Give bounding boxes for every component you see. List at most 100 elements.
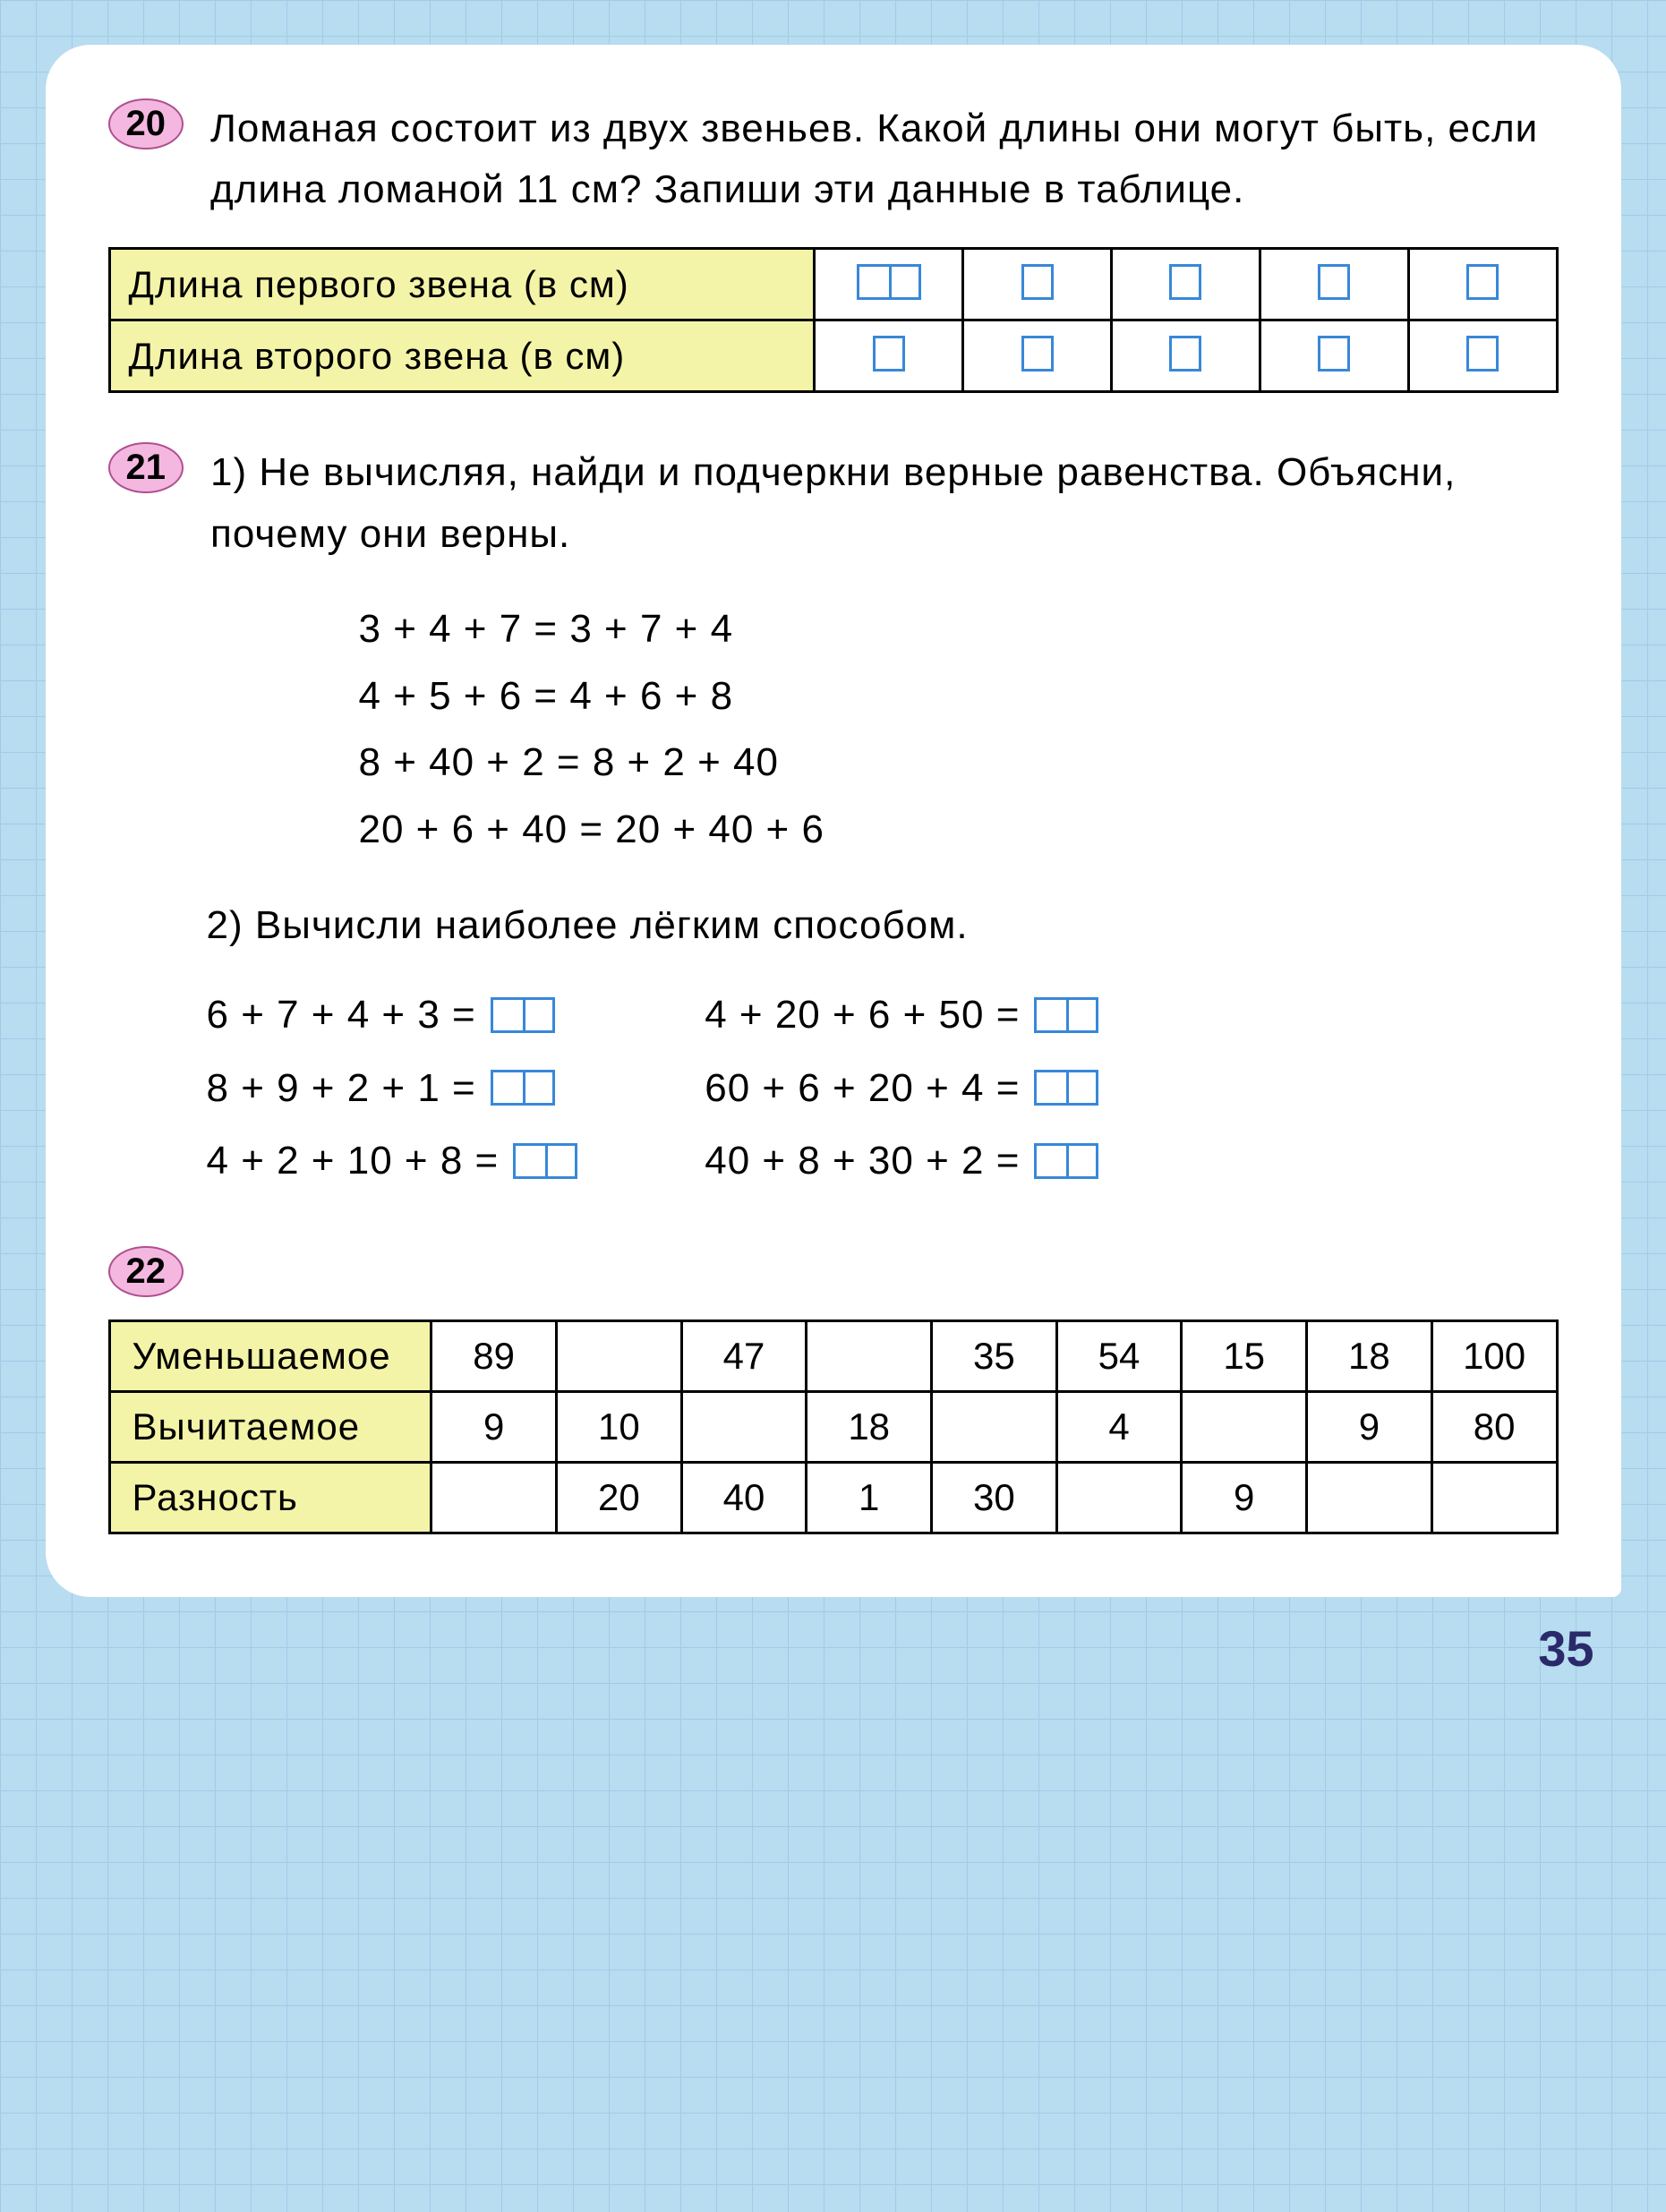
table-row: Уменьшаемое 89 47 35 54 15 18 100	[109, 1321, 1557, 1392]
answer-box-1digit[interactable]	[1021, 336, 1054, 372]
exercise-header: 22	[108, 1246, 1559, 1297]
calc-column-right: 4 + 20 + 6 + 50 = 60 + 6 + 20 + 4 = 40 +…	[705, 978, 1100, 1197]
subtraction-table: Уменьшаемое 89 47 35 54 15 18 100 Вычита…	[108, 1320, 1559, 1534]
table-cell[interactable]: 4	[1056, 1392, 1182, 1463]
calc-column-left: 6 + 7 + 4 + 3 = 8 + 9 + 2 + 1 = 4 + 2 + …	[207, 978, 580, 1197]
exercise-header: 20 Ломаная состоит из двух звеньев. Како…	[108, 98, 1559, 220]
exercise-21: 21 1) Не вычисляя, найди и подчеркни вер…	[108, 442, 1559, 1197]
answer-box-2digit[interactable]	[857, 264, 921, 300]
answer-cell[interactable]	[1408, 249, 1557, 320]
table-row: Длина второго звена (в см)	[109, 320, 1557, 392]
answer-cell[interactable]	[1408, 320, 1557, 392]
table-lengths: Длина первого звена (в см) Длина второго…	[108, 247, 1559, 393]
answer-box-1digit[interactable]	[1318, 264, 1350, 300]
calc-expr: 6 + 7 + 4 + 3 =	[207, 978, 476, 1051]
answer-box-2digit[interactable]	[1034, 1070, 1098, 1106]
calc-expr: 4 + 2 + 10 + 8 =	[207, 1124, 500, 1197]
row-label: Длина первого звена (в см)	[109, 249, 815, 320]
answer-box-1digit[interactable]	[873, 336, 905, 372]
table-cell[interactable]: 15	[1182, 1321, 1307, 1392]
table-cell[interactable]	[932, 1392, 1057, 1463]
table-cell[interactable]: 100	[1431, 1321, 1557, 1392]
equation: 4 + 5 + 6 = 4 + 6 + 8	[359, 663, 1559, 730]
table-row: Разность 20 40 1 30 9	[109, 1463, 1557, 1533]
calc-line: 4 + 20 + 6 + 50 =	[705, 978, 1100, 1051]
table-cell[interactable]: 9	[1182, 1463, 1307, 1533]
page-number: 35	[1538, 1619, 1593, 1678]
part-text: Не вычисляя, найди и подчеркни верные ра…	[210, 450, 1456, 555]
calc-expr: 40 + 8 + 30 + 2 =	[705, 1124, 1020, 1197]
row-label: Разность	[109, 1463, 431, 1533]
table-row: Вычитаемое 9 10 18 4 9 80	[109, 1392, 1557, 1463]
calc-line: 6 + 7 + 4 + 3 =	[207, 978, 580, 1051]
answer-cell[interactable]	[815, 320, 963, 392]
answer-cell[interactable]	[815, 249, 963, 320]
table-cell[interactable]	[1307, 1463, 1432, 1533]
table-cell[interactable]: 89	[431, 1321, 557, 1392]
table-cell[interactable]: 18	[1307, 1321, 1432, 1392]
table-cell[interactable]: 10	[557, 1392, 682, 1463]
table-cell[interactable]: 30	[932, 1463, 1057, 1533]
answer-box-2digit[interactable]	[1034, 997, 1098, 1033]
answer-box-1digit[interactable]	[1466, 336, 1499, 372]
row-label: Длина второго звена (в см)	[109, 320, 815, 392]
answer-box-2digit[interactable]	[1034, 1143, 1098, 1179]
part-label: 1)	[210, 450, 247, 494]
answer-cell[interactable]	[1111, 320, 1260, 392]
answer-box-1digit[interactable]	[1169, 336, 1201, 372]
answer-cell[interactable]	[963, 320, 1112, 392]
exercise-number-badge: 22	[108, 1246, 184, 1297]
answer-box-2digit[interactable]	[491, 1070, 555, 1106]
table-cell[interactable]: 9	[431, 1392, 557, 1463]
exercise-22: 22 Уменьшаемое 89 47 35 54 15 18 100 Выч…	[108, 1246, 1559, 1534]
row-label: Уменьшаемое	[109, 1321, 431, 1392]
exercise-20: 20 Ломаная состоит из двух звеньев. Како…	[108, 98, 1559, 393]
answer-cell[interactable]	[963, 249, 1112, 320]
table-cell[interactable]: 47	[681, 1321, 807, 1392]
table-cell[interactable]: 18	[807, 1392, 932, 1463]
table-cell[interactable]	[1056, 1463, 1182, 1533]
table-cell[interactable]	[557, 1321, 682, 1392]
exercise-text: 1) Не вычисляя, найди и подчеркни верные…	[210, 442, 1559, 564]
part-label: 2)	[207, 903, 243, 947]
row-label: Вычитаемое	[109, 1392, 431, 1463]
calc-expr: 8 + 9 + 2 + 1 =	[207, 1052, 476, 1124]
equation: 20 + 6 + 40 = 20 + 40 + 6	[359, 797, 1559, 864]
calc-line: 40 + 8 + 30 + 2 =	[705, 1124, 1100, 1197]
answer-box-2digit[interactable]	[491, 997, 555, 1033]
table-cell[interactable]: 1	[807, 1463, 932, 1533]
answer-cell[interactable]	[1260, 249, 1408, 320]
equation: 3 + 4 + 7 = 3 + 7 + 4	[359, 596, 1559, 663]
table-cell[interactable]	[431, 1463, 557, 1533]
table-cell[interactable]: 9	[1307, 1392, 1432, 1463]
exercise-header: 21 1) Не вычисляя, найди и подчеркни вер…	[108, 442, 1559, 564]
table-row: Длина первого звена (в см)	[109, 249, 1557, 320]
table-cell[interactable]	[681, 1392, 807, 1463]
answer-box-2digit[interactable]	[513, 1143, 577, 1179]
table-cell[interactable]	[807, 1321, 932, 1392]
equations-list: 3 + 4 + 7 = 3 + 7 + 4 4 + 5 + 6 = 4 + 6 …	[359, 596, 1559, 864]
exercise-text: Ломаная состоит из двух звеньев. Какой д…	[210, 98, 1559, 220]
table-cell[interactable]: 35	[932, 1321, 1057, 1392]
table-cell[interactable]: 40	[681, 1463, 807, 1533]
table-cell[interactable]: 20	[557, 1463, 682, 1533]
calc-expr: 4 + 20 + 6 + 50 =	[705, 978, 1020, 1051]
calc-columns: 6 + 7 + 4 + 3 = 8 + 9 + 2 + 1 = 4 + 2 + …	[207, 978, 1559, 1197]
answer-box-1digit[interactable]	[1318, 336, 1350, 372]
table-cell[interactable]: 54	[1056, 1321, 1182, 1392]
answer-cell[interactable]	[1260, 320, 1408, 392]
answer-box-1digit[interactable]	[1021, 264, 1054, 300]
exercise-number-badge: 21	[108, 442, 184, 493]
workbook-page: 20 Ломаная состоит из двух звеньев. Како…	[46, 45, 1621, 1597]
calc-line: 4 + 2 + 10 + 8 =	[207, 1124, 580, 1197]
answer-box-1digit[interactable]	[1169, 264, 1201, 300]
table-cell[interactable]	[1182, 1392, 1307, 1463]
part-text: Вычисли наиболее лёгким способом.	[255, 903, 969, 947]
table-cell[interactable]: 80	[1431, 1392, 1557, 1463]
calc-line: 60 + 6 + 20 + 4 =	[705, 1052, 1100, 1124]
answer-box-1digit[interactable]	[1466, 264, 1499, 300]
answer-cell[interactable]	[1111, 249, 1260, 320]
table-cell[interactable]	[1431, 1463, 1557, 1533]
exercise-text: 2) Вычисли наиболее лёгким способом.	[207, 895, 1559, 956]
exercise-number-badge: 20	[108, 98, 184, 149]
